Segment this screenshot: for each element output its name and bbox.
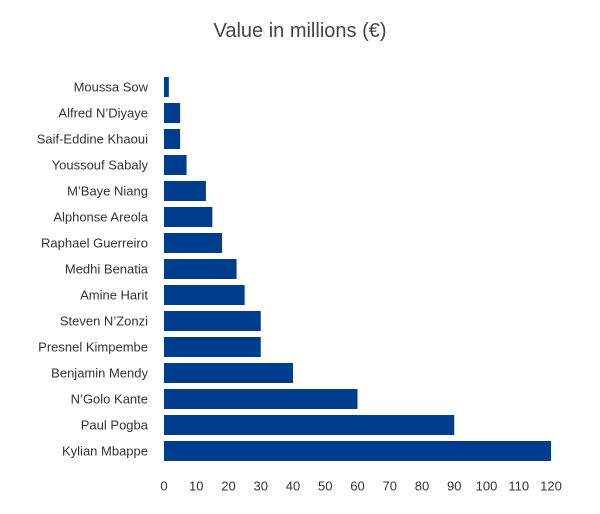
bar-9 (164, 311, 261, 331)
x-tick-label-2: 20 (221, 479, 235, 494)
x-tick-label-0: 0 (160, 479, 167, 494)
category-label-4: M’Baye Niang (67, 184, 148, 199)
category-label-8: Amine Harit (80, 288, 148, 303)
category-label-11: Benjamin Mendy (51, 366, 148, 381)
bar-1 (164, 103, 181, 123)
bar-10 (164, 337, 261, 357)
category-label-12: N’Golo Kante (71, 392, 148, 407)
category-label-13: Paul Pogba (81, 418, 149, 433)
x-axis-ticks: 0 10 20 30 40 50 60 70 80 90 100 110 120 (160, 479, 561, 494)
x-tick-label-9: 90 (447, 479, 461, 494)
bar-2 (164, 129, 181, 149)
x-tick-label-1: 10 (189, 479, 203, 494)
chart-title: Value in millions (€) (213, 20, 387, 42)
category-label-3: Youssouf Sabaly (52, 158, 149, 173)
category-labels: Moussa Sow Alfred N’Diyaye Saif-Eddine Kha… (37, 80, 149, 459)
x-tick-label-11: 110 (508, 479, 529, 494)
bar-13 (164, 415, 455, 435)
bar-14 (164, 441, 551, 461)
x-tick-label-8: 80 (415, 479, 429, 494)
category-label-5: Alphonse Areola (53, 210, 148, 225)
category-label-0: Moussa Sow (74, 80, 149, 95)
category-label-7: Medhi Benatia (65, 262, 149, 277)
bar-6 (164, 233, 223, 253)
bar-11 (164, 363, 293, 383)
x-tick-label-5: 50 (318, 479, 332, 494)
category-label-9: Steven N’Zonzi (60, 314, 148, 329)
bar-0 (164, 77, 169, 97)
x-tick-label-10: 100 (476, 479, 498, 494)
bar-4 (164, 181, 206, 201)
bar-7 (164, 259, 237, 279)
x-tick-label-3: 30 (254, 479, 268, 494)
category-label-6: Raphael Guerreiro (41, 236, 148, 251)
category-label-1: Alfred N’Diyaye (58, 106, 148, 121)
bar-12 (164, 389, 358, 409)
x-tick-label-6: 60 (350, 479, 364, 494)
x-tick-label-12: 120 (540, 479, 562, 494)
category-label-14: Kylian Mbappe (62, 444, 148, 459)
bar-8 (164, 285, 245, 305)
x-tick-label-4: 40 (286, 479, 300, 494)
category-label-2: Saif-Eddine Khaoui (37, 132, 148, 147)
bar-5 (164, 207, 213, 227)
bars-layer (164, 77, 551, 461)
x-tick-label-7: 70 (383, 479, 397, 494)
category-label-10: Presnel Kimpembe (38, 340, 148, 355)
bar-3 (164, 155, 187, 175)
